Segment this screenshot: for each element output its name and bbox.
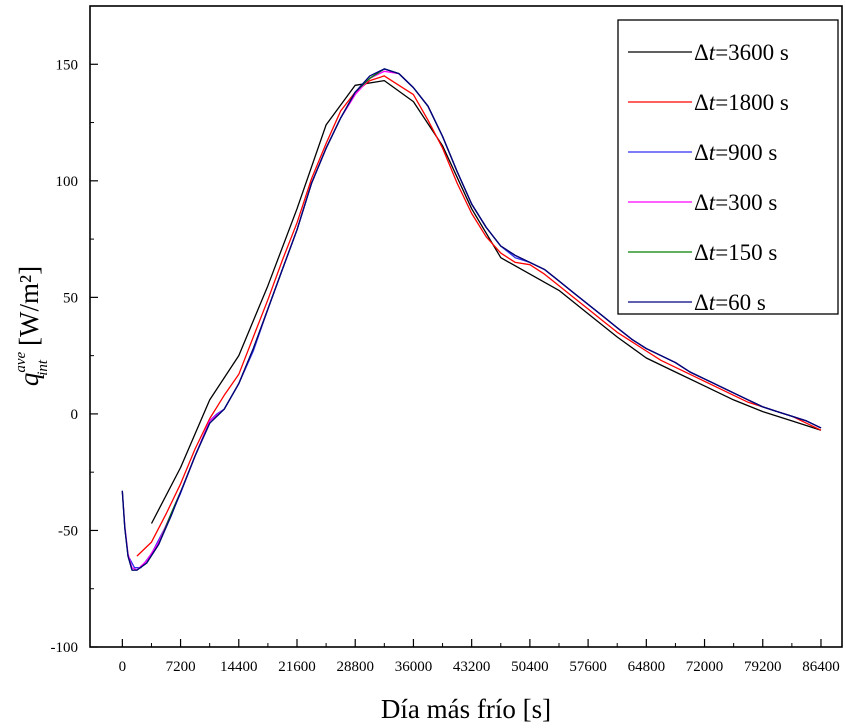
series-line [136,75,822,557]
x-tick-label: 28800 [336,659,374,675]
y-axis-unit: [W/m²] [14,266,44,346]
x-tick-label: 50400 [511,659,549,675]
y-tick-label: 100 [56,174,79,190]
legend-label: Δt=150 s [694,240,777,265]
y-tick-label: 150 [56,57,79,73]
x-tick-label: 0 [119,659,127,675]
y-tick-label: -100 [51,640,79,656]
legend-label: Δt=1800 s [694,90,789,115]
x-axis-title: Día más frío [s] [381,694,551,724]
x-tick-label: 57600 [569,659,607,675]
series-line [150,79,822,524]
legend-label: Δt=3600 s [694,40,789,65]
x-tick-label: 7200 [166,659,196,675]
legend-label: Δt=300 s [694,190,777,215]
legend: Δt=3600 s Δt=1800 s Δt=900 s Δt=300 s Δt=150… [617,19,839,315]
legend-label: Δt=60 s [694,290,766,315]
x-tick-label: 86400 [802,659,840,675]
y-axis-title: qave int [W/m²] [13,266,51,386]
x-tick-label: 21600 [278,659,316,675]
legend-box [617,19,839,315]
axis-layer: 0 7200 14400 21600 28800 36000 43200 50400 57600… [51,57,840,675]
y-tick-label: -50 [58,523,78,539]
plot-frame [89,5,843,648]
x-tick-label: 43200 [453,659,491,675]
x-tick-label: 72000 [686,659,724,675]
x-tick-label: 64800 [628,659,666,675]
y-axis-symbol: q [14,373,44,387]
series-layer [121,68,822,571]
legend-entries: Δt=3600 s Δt=1800 s Δt=900 s Δt=300 s Δt=150… [628,40,789,315]
legend-label: Δt=900 s [694,140,777,165]
x-tick-label: 14400 [220,659,258,675]
x-tick-label: 36000 [395,659,433,675]
x-tick-label: 79200 [744,659,782,675]
y-axis-superscript: ave [13,351,29,372]
y-tick-label: 0 [71,407,79,423]
y-tick-label: 50 [63,290,78,306]
y-axis-subscript: int [35,359,51,376]
series-line [121,68,822,571]
